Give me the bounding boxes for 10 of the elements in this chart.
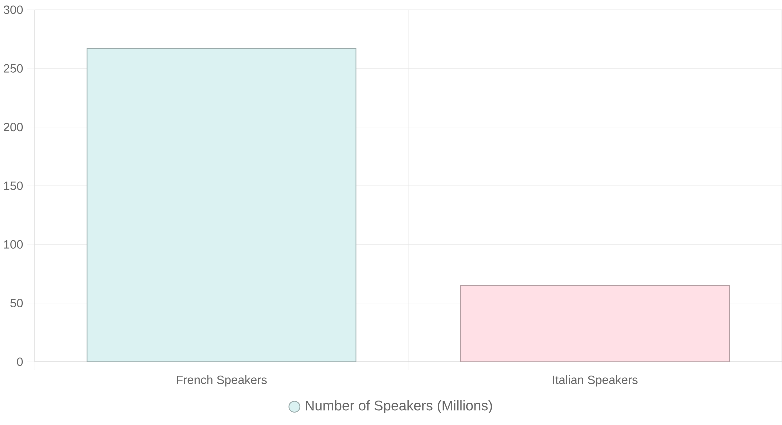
y-tick-label: 100 — [4, 240, 24, 249]
y-tick-label: 150 — [4, 182, 24, 190]
legend-label: Number of Speakers (Millions) — [306, 400, 492, 414]
y-tick-label: 300 — [4, 6, 24, 14]
x-tick-label: French Speakers — [177, 376, 267, 387]
y-tick-label: 0 — [17, 358, 24, 366]
x-tick-label: Italian Speakers — [553, 376, 638, 387]
y-tick-label: 200 — [4, 123, 24, 132]
y-tick-label: 250 — [4, 64, 24, 73]
y-tick-label: 50 — [10, 299, 24, 308]
